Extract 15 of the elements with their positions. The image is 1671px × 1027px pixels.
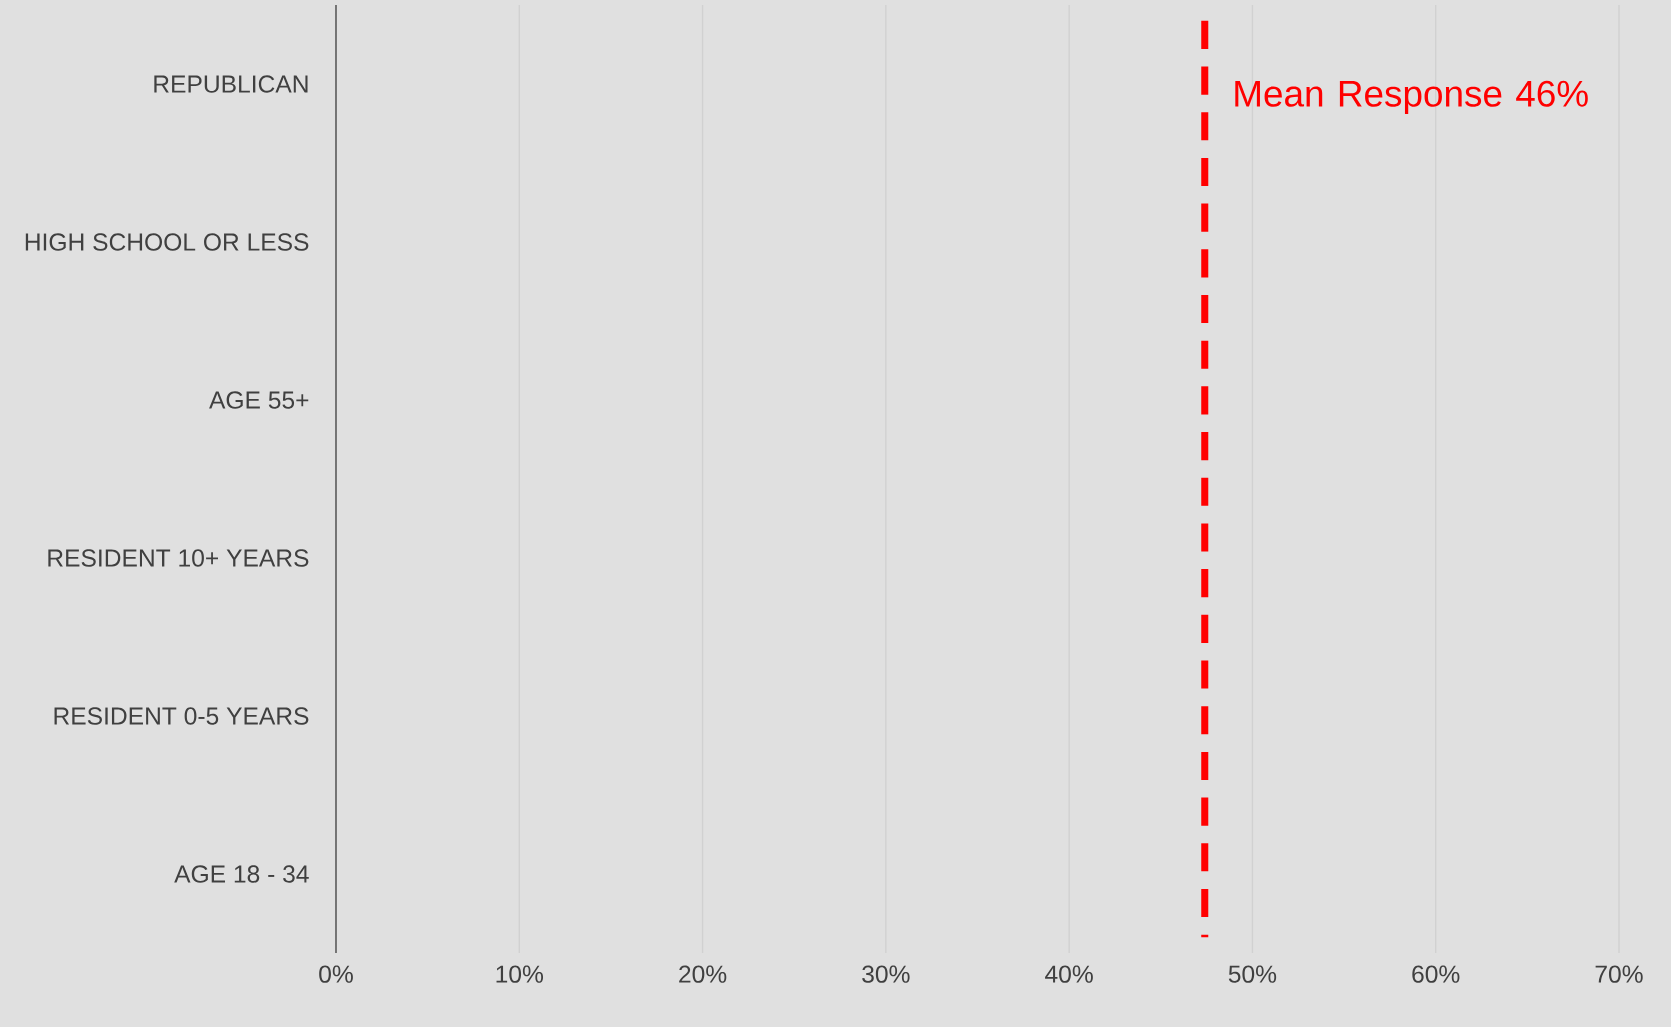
y-tick-label: HIGH SCHOOL OR LESS <box>25 233 309 251</box>
x-tick-label: 60% <box>1412 965 1460 983</box>
x-tick-label: 0% <box>319 965 353 983</box>
x-tick-label: 10% <box>496 965 544 983</box>
y-tick-label: RESIDENT 0-5 YEARS <box>54 707 309 725</box>
x-tick-label: 40% <box>1045 965 1093 983</box>
y-tick-label: AGE 18 - 34 <box>174 865 309 883</box>
x-tick-label: 20% <box>679 965 727 983</box>
y-tick-label: AGE 55+ <box>209 391 309 409</box>
ref-line-label: Mean Response 46% <box>1235 80 1588 115</box>
x-tick-label: 50% <box>1228 965 1277 983</box>
y-tick-label: REPUBLICAN <box>154 75 308 93</box>
x-tick-label: 30% <box>862 965 910 983</box>
x-tick-label: 70% <box>1595 965 1643 983</box>
y-tick-label: RESIDENT 10+ YEARS <box>48 549 309 567</box>
